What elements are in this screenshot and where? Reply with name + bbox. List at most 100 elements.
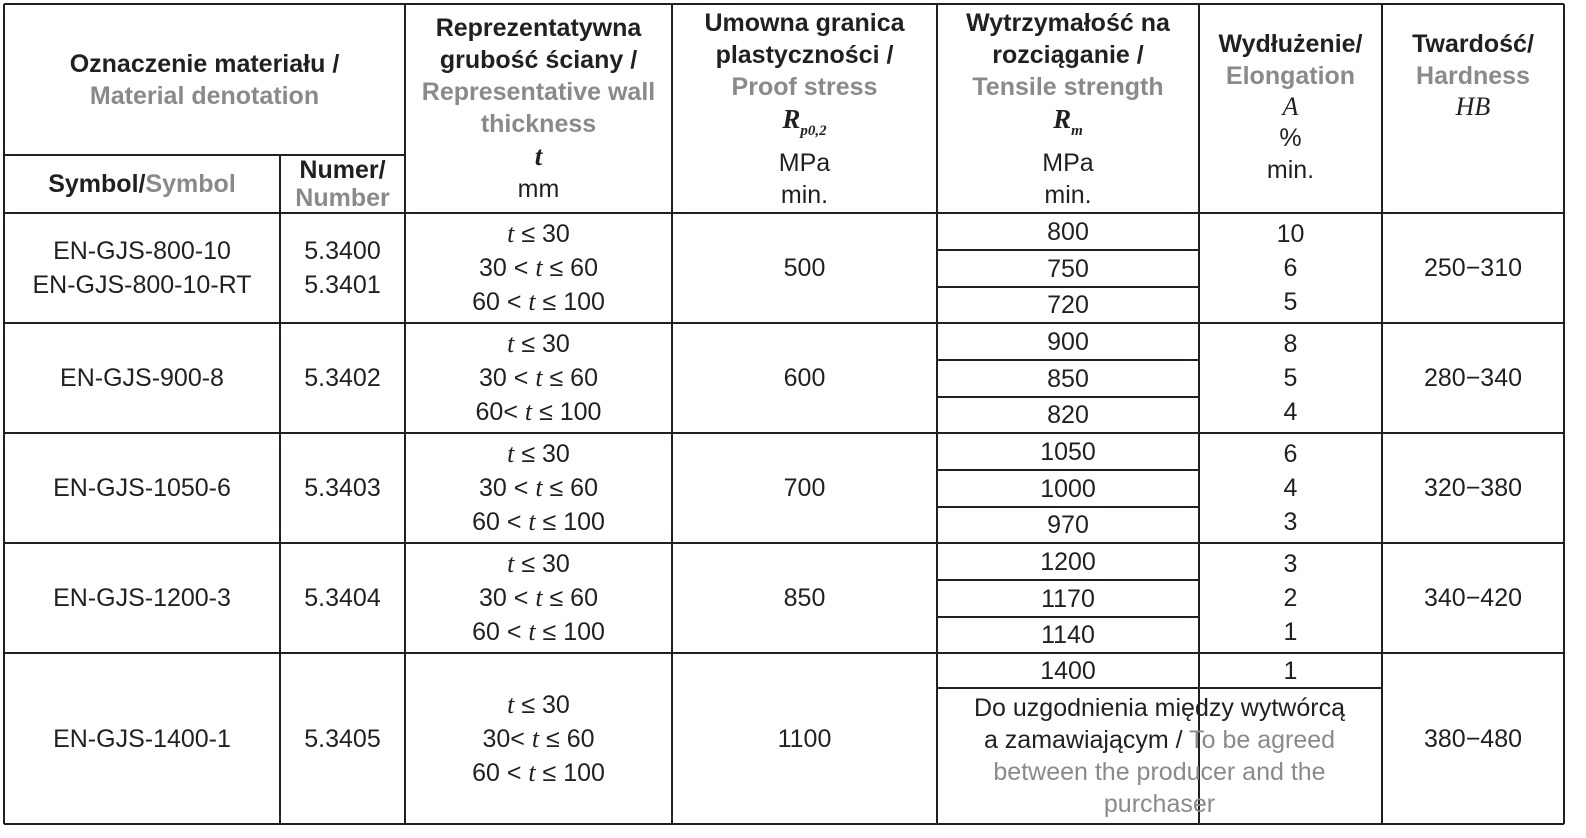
cell-tensile-strength: 820 xyxy=(937,397,1199,433)
elongation-pl-label: Wydłużenie/ xyxy=(1218,30,1363,58)
tensile-strength-value: 820 xyxy=(1047,401,1089,429)
cell-tensile-strength: 800 xyxy=(937,213,1199,250)
thickness-variable: t xyxy=(507,329,515,358)
cell-symbol: EN-GJS-900-8 xyxy=(4,323,280,433)
cell-proof-stress: 700 xyxy=(672,433,937,543)
material-number: 5.3403 xyxy=(304,474,381,502)
thickness-range: 30< t ≤ 60 xyxy=(482,723,595,753)
cell-elongation: 6 4 3 xyxy=(1199,433,1382,543)
hardness-value: 280−340 xyxy=(1423,364,1523,392)
proof-min: min. xyxy=(780,180,829,209)
elongation-value: 3 xyxy=(1283,508,1298,536)
cell-proof-stress: 600 xyxy=(672,323,937,433)
elongation-unit: % xyxy=(1279,124,1302,152)
elongation-value: 1 xyxy=(1283,656,1298,685)
thickness-en-line2: thickness xyxy=(480,110,597,138)
note-en-line3: purchaser xyxy=(1103,790,1216,818)
elongation-symbol: A xyxy=(1282,92,1299,121)
hardness-value: 380−480 xyxy=(1423,724,1523,753)
tensile-unit: MPa xyxy=(1042,148,1094,177)
thickness-unit: mm xyxy=(517,175,560,203)
cell-tensile-strength: 900 xyxy=(937,323,1199,360)
symbol-header-line: Symbol/Symbol xyxy=(48,168,236,200)
tensile-symbol-line-subscript: m xyxy=(1071,122,1083,139)
proof-pl-line2: plastyczności / xyxy=(715,40,894,69)
note-pl-line2: a zamawiającym / xyxy=(983,726,1190,754)
thickness-variable: t xyxy=(528,757,536,787)
thickness-range: 30 < t ≤ 60 xyxy=(479,473,598,502)
cell-elongation: 10 6 5 xyxy=(1199,213,1382,323)
material-symbol: EN-GJS-800-10 xyxy=(53,237,231,265)
note-en-line2: between the producer and the xyxy=(993,758,1326,786)
elongation-value: 10 xyxy=(1276,220,1305,248)
cell-thickness: t ≤ 30 30< t ≤ 60 60 < t ≤ 100 xyxy=(405,653,672,824)
thickness-variable: t xyxy=(524,397,533,426)
cell-symbol: EN-GJS-1400-1 xyxy=(4,653,280,824)
thickness-variable: t xyxy=(528,287,536,316)
cell-proof-stress: 850 xyxy=(672,543,937,653)
proof-stress-value: 600 xyxy=(783,364,826,392)
thickness-range: t ≤ 30 xyxy=(507,439,570,468)
tensile-strength-value: 1170 xyxy=(1041,584,1095,613)
proof-symbol-line-subscript: p0,2 xyxy=(800,122,827,139)
cell-tensile-strength: 1170 xyxy=(937,580,1199,617)
tensile-min: min. xyxy=(1044,180,1092,209)
proof-en-label: Proof stress xyxy=(731,72,878,101)
elongation-value: 1 xyxy=(1283,618,1298,646)
cell-tensile-strength: 750 xyxy=(937,250,1199,287)
cell-hardness: 320−380 xyxy=(1382,433,1564,543)
material-number: 5.3401 xyxy=(304,271,381,299)
cell-thickness: t ≤ 30 30 < t ≤ 60 60 < t ≤ 100 xyxy=(405,433,672,543)
number-en-label: Number xyxy=(295,184,390,212)
thickness-variable: t xyxy=(528,507,536,536)
cell-number: 5.3402 xyxy=(280,323,405,433)
cell-symbol: EN-GJS-800-10 EN-GJS-800-10-RT xyxy=(4,213,280,323)
cell-symbol: EN-GJS-1050-6 xyxy=(4,433,280,543)
header-number: Numer/Number xyxy=(280,155,405,213)
material-symbol: EN-GJS-800-10-RT xyxy=(32,271,252,299)
cell-elongation: 8 5 4 xyxy=(1199,323,1382,433)
elongation-value: 6 xyxy=(1283,254,1298,282)
cell-tensile-strength: 850 xyxy=(937,360,1199,397)
cell-hardness: 340−420 xyxy=(1382,543,1564,653)
hardness-value: 250−310 xyxy=(1423,254,1523,282)
note-mixed-line: a zamawiającym / To be agreed xyxy=(984,724,1335,756)
cell-number: 5.3400 5.3401 xyxy=(280,213,405,323)
proof-stress-value: 850 xyxy=(783,584,826,612)
hardness-pl-label: Twardość/ xyxy=(1412,30,1534,58)
elongation-value: 4 xyxy=(1283,474,1298,502)
tensile-strength-value: 800 xyxy=(1047,217,1089,246)
proof-stress-value: 500 xyxy=(783,254,826,282)
cell-thickness: t ≤ 30 30 < t ≤ 60 60 < t ≤ 100 xyxy=(405,543,672,653)
cell-elongation: 3 2 1 xyxy=(1199,543,1382,653)
material-number: 5.3402 xyxy=(304,364,381,392)
thickness-variable: t xyxy=(535,253,543,282)
elongation-value: 2 xyxy=(1283,584,1298,612)
thickness-variable: t xyxy=(528,617,536,646)
cell-thickness: t ≤ 30 30 < t ≤ 60 60< t ≤ 100 xyxy=(405,323,672,433)
thickness-variable: t xyxy=(507,439,515,468)
tensile-strength-value: 900 xyxy=(1047,327,1089,356)
tensile-strength-value: 1000 xyxy=(1040,474,1096,503)
material-number: 5.3404 xyxy=(304,584,381,612)
thickness-pl-line2: grubość ściany / xyxy=(439,46,638,74)
hardness-symbol: HB xyxy=(1455,92,1491,121)
material-pl-label: Oznaczenie materiału / xyxy=(69,49,340,78)
proof-symbol-line-symbol: R xyxy=(782,103,801,134)
thickness-symbol-line: t xyxy=(535,140,543,173)
cell-agreement-note: Do uzgodnienia między wytwórcą a zamawiaj… xyxy=(937,688,1382,824)
proof-unit: MPa xyxy=(778,148,831,177)
tensile-strength-value: 1400 xyxy=(1040,656,1096,685)
cell-tensile-strength: 1000 xyxy=(937,470,1199,507)
proof-pl-line1: Umowna granica xyxy=(704,8,905,37)
header-hardness: Twardość/Hardness HB xyxy=(1382,4,1564,213)
thickness-range: 30 < t ≤ 60 xyxy=(479,583,598,612)
header-proof-stress: Umowna granica plastyczności / Proof stres… xyxy=(672,4,937,213)
header-material-denotation: Oznaczenie materiału / Material denotatio… xyxy=(4,4,405,155)
cell-number: 5.3404 xyxy=(280,543,405,653)
thickness-variable: t xyxy=(531,723,540,753)
cell-tensile-strength: 1050 xyxy=(937,433,1199,470)
material-number: 5.3405 xyxy=(304,724,381,753)
thickness-range: 60 < t ≤ 100 xyxy=(472,617,605,646)
cell-symbol: EN-GJS-1200-3 xyxy=(4,543,280,653)
